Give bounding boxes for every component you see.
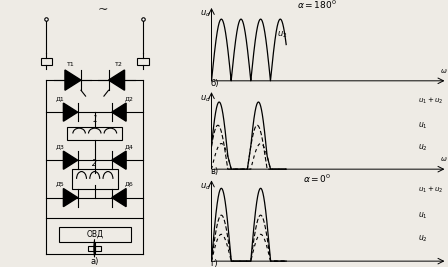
Bar [59, 227, 130, 242]
Text: Д2: Д2 [125, 96, 134, 101]
Text: $u_1$: $u_1$ [418, 211, 428, 221]
Text: $t$: $t$ [447, 258, 448, 267]
Text: $u_1+u_2$: $u_1+u_2$ [418, 96, 444, 107]
Polygon shape [63, 151, 78, 169]
Text: T2: T2 [115, 62, 123, 67]
Text: в): в) [211, 167, 219, 176]
Text: $u_d$: $u_d$ [200, 182, 211, 192]
Text: Д5: Д5 [56, 182, 65, 187]
Text: 1: 1 [92, 115, 97, 124]
Text: ~: ~ [98, 3, 108, 16]
Polygon shape [112, 189, 126, 207]
Text: $\omega$: $\omega$ [439, 66, 447, 74]
Text: 2: 2 [92, 159, 97, 168]
Polygon shape [65, 70, 81, 90]
Text: Д3: Д3 [56, 144, 65, 149]
Polygon shape [108, 70, 125, 90]
Text: $\alpha=0^0$: $\alpha=0^0$ [303, 173, 331, 185]
Text: ОВД: ОВД [86, 230, 103, 239]
Polygon shape [112, 151, 126, 169]
Text: $u_2$: $u_2$ [418, 234, 428, 244]
Text: г): г) [211, 259, 218, 267]
Text: б): б) [211, 79, 219, 88]
Text: $\omega$: $\omega$ [439, 155, 447, 163]
Text: а): а) [90, 257, 99, 266]
Bar [72, 169, 118, 189]
Text: $u_d$: $u_d$ [200, 93, 211, 104]
Text: $u_2$: $u_2$ [277, 29, 288, 40]
Polygon shape [63, 103, 78, 121]
Bar [67, 127, 122, 140]
Bar [88, 246, 101, 251]
Text: Д6: Д6 [125, 182, 134, 187]
Text: $u_d$: $u_d$ [200, 9, 211, 19]
Text: Д4: Д4 [125, 144, 134, 149]
Text: $u_1+u_2$: $u_1+u_2$ [418, 185, 444, 195]
Bar [40, 58, 52, 65]
Text: T1: T1 [67, 62, 75, 67]
Polygon shape [112, 103, 126, 121]
Text: $u_2$: $u_2$ [418, 143, 428, 153]
Polygon shape [63, 189, 78, 207]
Text: Д1: Д1 [56, 96, 65, 101]
Text: $u_1$: $u_1$ [418, 121, 428, 131]
Bar [138, 58, 149, 65]
Text: $\alpha=180^0$: $\alpha=180^0$ [297, 0, 337, 11]
